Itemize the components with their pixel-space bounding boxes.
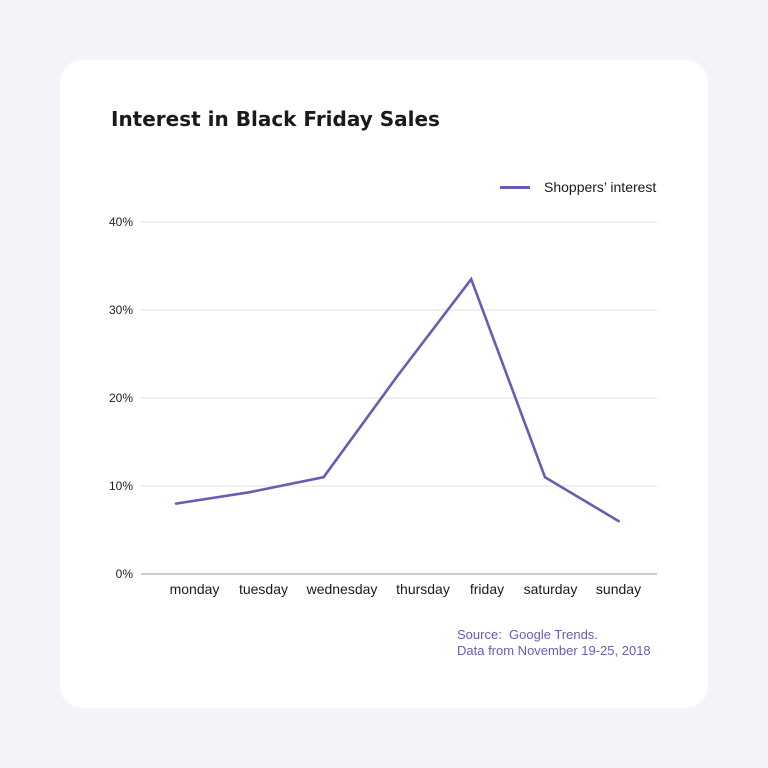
source-line-1: Source: Google Trends. [457, 627, 598, 642]
x-tick-label: tuesday [239, 581, 288, 597]
x-tick-label: thursday [396, 581, 450, 597]
source-line-2: Data from November 19-25, 2018 [457, 643, 651, 658]
x-tick-label: monday [170, 581, 220, 597]
y-tick-label: 0% [116, 567, 134, 581]
y-tick-label: 30% [109, 303, 133, 317]
series-line [174, 276, 621, 523]
x-tick-label: wednesday [306, 581, 378, 597]
y-tick-label: 20% [109, 391, 133, 405]
x-tick-label: sunday [596, 581, 641, 597]
chart-title: Interest in Black Friday Sales [111, 107, 440, 131]
chart-card [60, 60, 708, 708]
grid-lines [141, 221, 657, 575]
x-tick-label: friday [470, 581, 504, 597]
series-layer [174, 276, 621, 523]
source-note: Source: Google Trends. Data from Novembe… [457, 627, 651, 659]
x-category-labels: monday tuesday wednesday thursday friday satu… [170, 581, 641, 597]
y-tick-labels: 0% 10% 20% 30% 40% [109, 215, 133, 581]
legend-swatch [500, 185, 530, 189]
y-tick-label: 10% [109, 479, 133, 493]
y-tick-label: 40% [109, 215, 133, 229]
x-tick-label: saturday [524, 581, 578, 597]
legend-label: Shoppers’ interest [544, 179, 657, 195]
legend: Shoppers’ interest [500, 177, 656, 197]
